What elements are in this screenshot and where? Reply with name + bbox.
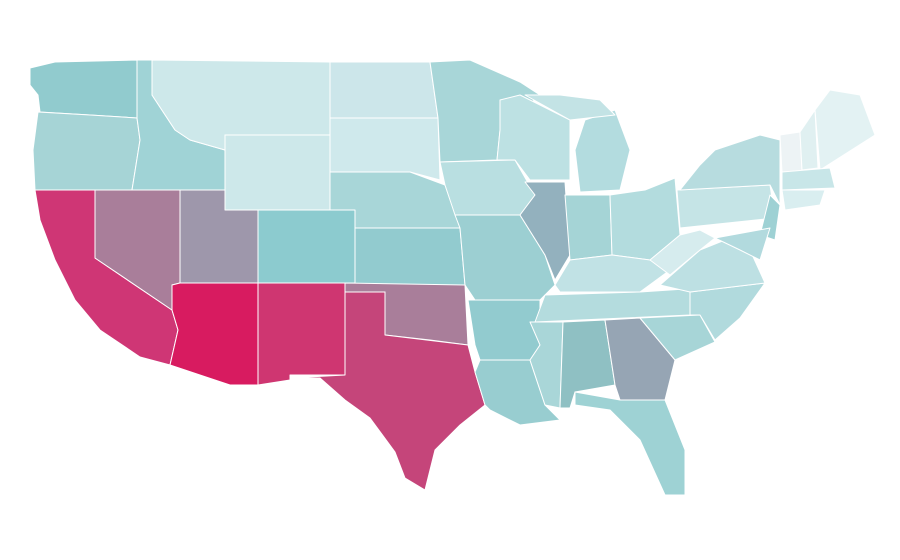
state-region [257,209,356,284]
state-region [574,109,631,193]
state-region [814,89,876,171]
state-region [676,184,776,229]
state-region [799,109,819,171]
state-region [781,189,826,211]
state-region [467,299,541,361]
state-region [224,134,331,211]
state-region [524,94,616,121]
state-region [519,181,571,281]
state-region [257,282,346,386]
state-region [574,391,686,496]
state-region [714,227,771,261]
state-region [781,167,836,191]
state-region [32,111,141,191]
state-region [169,282,259,386]
state-region [496,94,571,181]
state-region [354,227,466,286]
state-region [639,314,716,361]
state-region [564,194,613,261]
state-region [679,134,781,206]
state-region [329,61,439,119]
state-region [289,291,486,491]
state-region [779,131,803,173]
state-region [29,59,138,119]
state-region [329,117,441,181]
